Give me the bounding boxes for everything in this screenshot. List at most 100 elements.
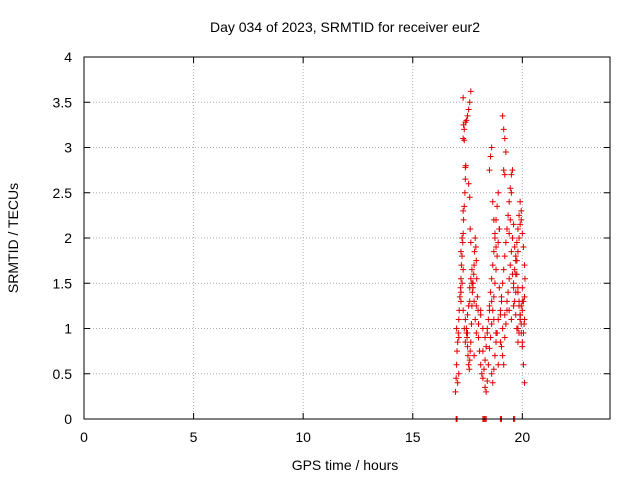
data-point	[511, 266, 518, 273]
x-axis-title: GPS time / hours	[292, 457, 399, 473]
data-point	[507, 185, 514, 192]
data-point	[482, 357, 489, 364]
data-point	[487, 153, 494, 160]
data-point	[472, 244, 479, 251]
data-point	[455, 370, 462, 377]
data-point	[479, 375, 486, 382]
data-point	[495, 239, 502, 246]
data-point	[499, 352, 506, 359]
data-point	[512, 271, 519, 278]
data-point	[490, 293, 497, 300]
data-point	[497, 339, 504, 346]
data-point	[494, 253, 501, 260]
data-point	[457, 289, 464, 296]
data-point	[508, 248, 515, 255]
y-tick-label: 1	[64, 321, 72, 337]
data-point	[477, 361, 484, 368]
data-point	[459, 235, 466, 241]
data-point	[484, 325, 491, 332]
axis-ticks: 0 0.5 1 1.5 2 2.5 3 3.5 4 0 5 10 15 20	[53, 49, 610, 445]
data-point	[459, 239, 466, 246]
data-point	[496, 225, 503, 232]
data-point	[466, 357, 473, 364]
data-point	[489, 379, 496, 386]
data-point	[519, 339, 526, 346]
data-point	[516, 302, 523, 309]
data-point	[500, 266, 507, 273]
data-point	[493, 266, 500, 273]
data-point	[507, 216, 514, 223]
data-point	[468, 266, 475, 273]
data-point	[500, 361, 507, 368]
data-point	[459, 280, 466, 287]
data-point	[487, 334, 494, 341]
data-point	[468, 320, 475, 327]
data-point	[482, 384, 489, 391]
data-point	[486, 167, 493, 174]
y-tick-label: 3.5	[53, 94, 73, 110]
data-point	[467, 275, 474, 282]
data-point	[472, 235, 479, 241]
grid	[84, 57, 610, 419]
data-point	[461, 189, 468, 196]
data-point	[474, 293, 481, 300]
data-point	[502, 149, 509, 156]
data-point	[471, 352, 478, 359]
data-point	[491, 230, 498, 237]
data-point	[510, 302, 517, 309]
data-point	[490, 316, 497, 323]
data-point	[513, 257, 520, 264]
data-point	[483, 388, 490, 395]
data-point	[510, 280, 517, 287]
data-point	[521, 275, 528, 282]
data-point	[461, 325, 468, 332]
y-tick-label: 4	[64, 49, 72, 65]
data-point	[514, 225, 521, 232]
data-point	[465, 361, 472, 368]
data-point	[460, 207, 467, 214]
data-point	[495, 361, 502, 368]
data-point	[508, 171, 515, 178]
data-point	[453, 361, 460, 368]
data-point	[520, 361, 527, 368]
data-point	[461, 203, 468, 210]
data-point	[485, 316, 492, 323]
data-point	[459, 253, 466, 260]
y-tick-label: 0.5	[53, 366, 73, 382]
data-point	[470, 271, 477, 278]
data-point	[518, 207, 525, 214]
x-tick-label: 0	[80, 429, 88, 445]
data-point	[488, 370, 495, 377]
data-point	[468, 280, 475, 287]
data-point	[517, 311, 524, 318]
data-point	[460, 307, 467, 314]
data-point	[482, 334, 489, 341]
data-point	[478, 370, 485, 377]
data-point	[493, 330, 500, 337]
data-point	[458, 262, 465, 269]
data-point	[501, 334, 508, 341]
data-point	[519, 298, 526, 305]
data-point	[490, 366, 497, 373]
data-point	[506, 307, 513, 314]
data-point	[488, 144, 495, 151]
x-tick-label: 20	[515, 429, 531, 445]
y-tick-label: 0	[64, 411, 72, 427]
data-point	[488, 275, 495, 282]
y-axis-title: SRMTID / TECUs	[5, 183, 21, 293]
data-point	[521, 262, 528, 269]
data-point	[519, 230, 526, 237]
data-point	[499, 325, 506, 332]
data-point	[503, 298, 510, 305]
data-point	[488, 298, 495, 305]
data-point	[475, 334, 482, 341]
data-point	[506, 275, 513, 282]
data-point	[501, 135, 508, 142]
data-point	[466, 298, 473, 305]
y-tick-label: 2	[64, 230, 72, 246]
data-point	[469, 289, 476, 296]
data-point	[452, 388, 459, 395]
data-point	[485, 361, 492, 368]
data-point	[472, 316, 479, 323]
data-point	[499, 280, 506, 287]
